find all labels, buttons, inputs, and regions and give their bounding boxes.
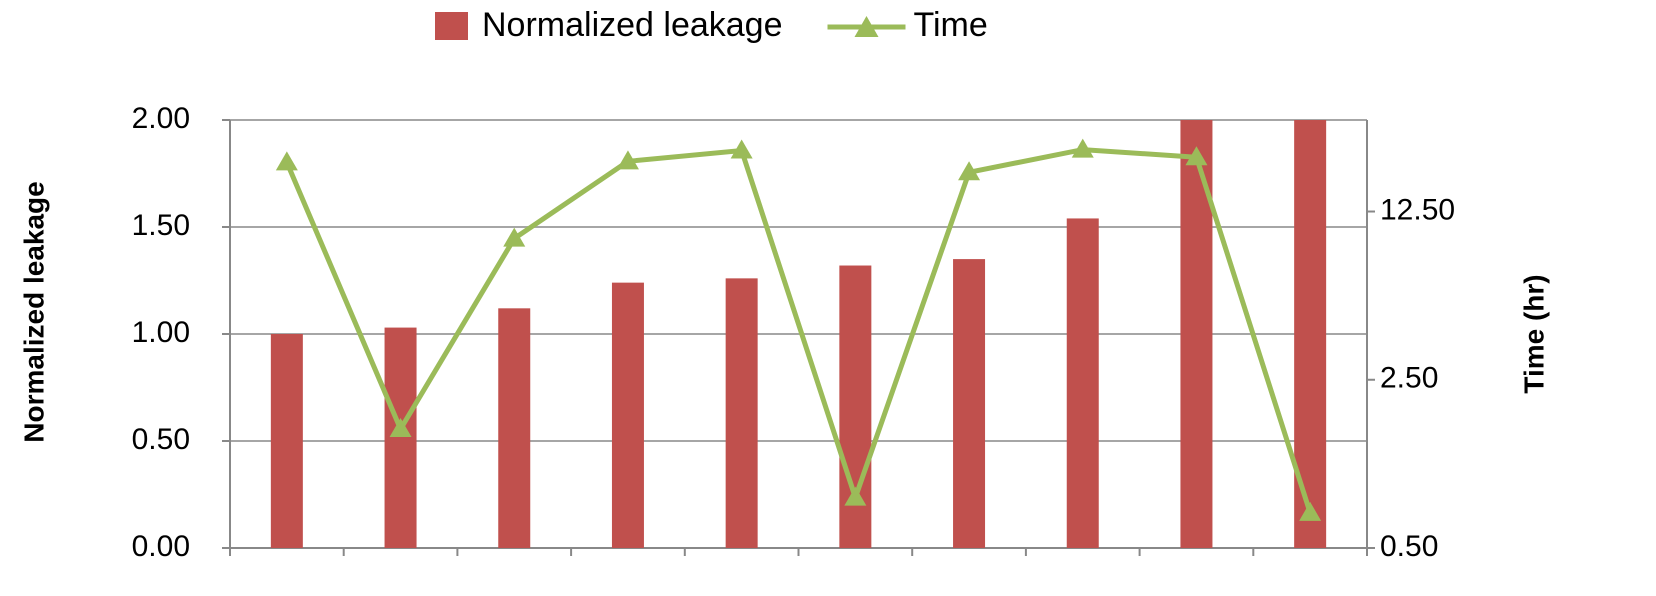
marker <box>389 418 412 438</box>
bar <box>953 259 986 548</box>
bar <box>839 265 872 548</box>
y2-tick-label: 2.50 <box>1380 362 1438 395</box>
bar <box>1066 218 1099 548</box>
y-tick-label: 1.50 <box>132 209 190 242</box>
marker <box>1071 138 1094 158</box>
y-axis-title: Normalized leakage <box>18 181 49 442</box>
marker <box>1299 501 1322 521</box>
legend-marker <box>854 16 879 37</box>
y2-tick-label: 0.50 <box>1380 530 1438 563</box>
bar <box>270 334 303 548</box>
bar <box>725 278 758 548</box>
y-tick-label: 2.00 <box>132 102 190 135</box>
legend-label: Normalized leakage <box>482 6 783 44</box>
line <box>284 147 1313 514</box>
y2-axis-title: Time (hr) <box>1518 274 1549 393</box>
marker <box>503 227 526 247</box>
bar <box>384 327 417 548</box>
marker <box>616 150 639 170</box>
marker <box>275 151 298 171</box>
bar <box>611 282 644 548</box>
marker <box>958 161 981 181</box>
legend-swatch <box>435 12 468 40</box>
y-tick-label: 0.00 <box>132 530 190 563</box>
bar <box>498 308 531 548</box>
marker <box>844 486 867 506</box>
y-tick-label: 1.00 <box>132 316 190 349</box>
marker <box>730 139 753 159</box>
y-tick-label: 0.50 <box>132 423 190 456</box>
plot-area <box>270 120 1327 548</box>
marker <box>1185 146 1208 166</box>
legend-label: Time <box>914 6 988 44</box>
y2-tick-label: 12.50 <box>1380 193 1455 226</box>
